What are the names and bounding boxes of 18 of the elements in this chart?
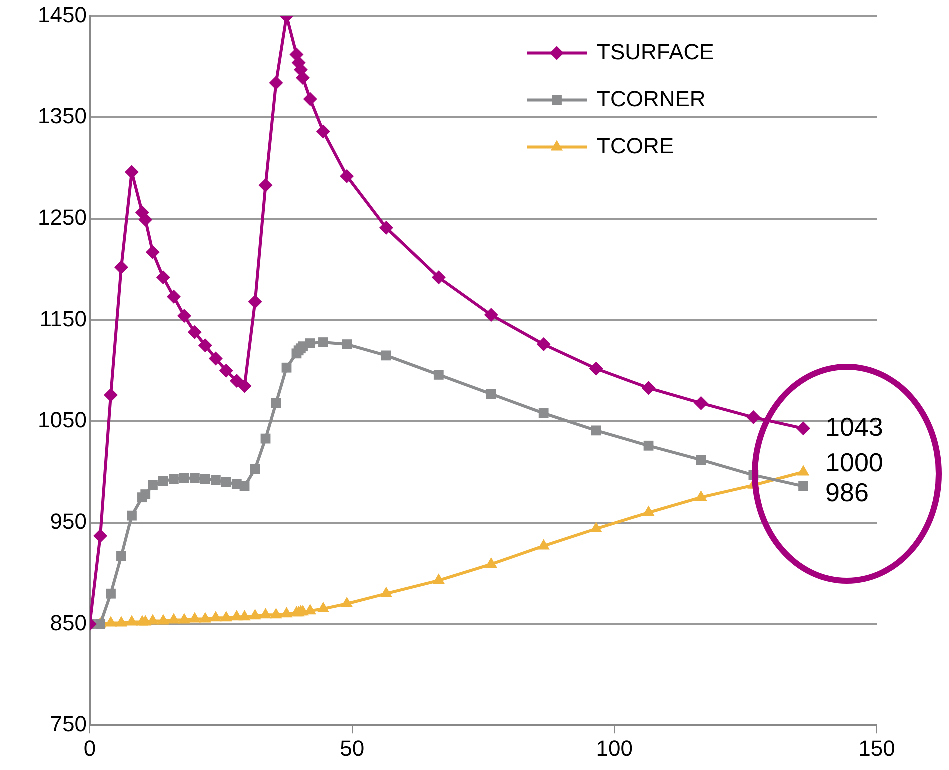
y-tick-label: 1250 <box>38 204 87 230</box>
x-tick-label: 150 <box>858 736 896 761</box>
x-tick-label: 50 <box>340 736 365 761</box>
y-tick-label: 1350 <box>38 104 87 129</box>
data-label: 1043 <box>826 412 884 442</box>
legend-label: TCORE <box>597 133 674 158</box>
y-tick-label: 1150 <box>40 306 87 332</box>
y-tick-label: 1450 <box>38 2 87 28</box>
x-tick-label: 0 <box>84 736 96 761</box>
legend-label: TSURFACE <box>597 39 714 64</box>
y-tick-label: 750 <box>50 712 87 737</box>
y-tick-label: 850 <box>50 610 87 636</box>
x-tick-label: 100 <box>596 736 634 761</box>
data-label: 986 <box>826 478 869 508</box>
y-tick-label: 1050 <box>38 408 87 433</box>
legend-label: TCORNER <box>597 86 706 112</box>
data-label: 1000 <box>826 448 884 478</box>
y-tick-label: 950 <box>50 508 87 534</box>
